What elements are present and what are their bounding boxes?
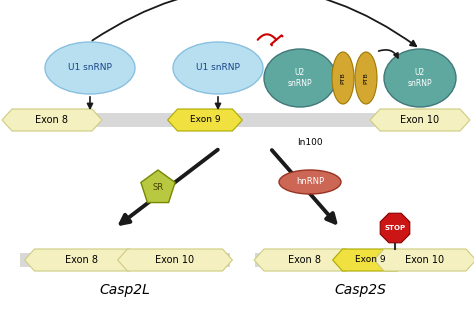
Polygon shape — [370, 109, 470, 131]
Text: hnRNP: hnRNP — [296, 178, 324, 186]
FancyArrowPatch shape — [88, 97, 92, 108]
Text: PTB: PTB — [364, 72, 368, 84]
Text: Casp2S: Casp2S — [334, 283, 386, 297]
Polygon shape — [118, 249, 232, 271]
Text: Exon 8: Exon 8 — [289, 255, 321, 265]
Polygon shape — [380, 213, 410, 243]
Ellipse shape — [264, 49, 336, 107]
Polygon shape — [254, 249, 356, 271]
Bar — [20, 253, 230, 267]
Text: Exon 10: Exon 10 — [401, 115, 439, 125]
Polygon shape — [25, 249, 139, 271]
FancyArrowPatch shape — [92, 0, 416, 46]
Text: Exon 8: Exon 8 — [65, 255, 99, 265]
Polygon shape — [2, 109, 102, 131]
Text: SR: SR — [153, 184, 164, 192]
Text: Exon 9: Exon 9 — [190, 115, 220, 125]
Polygon shape — [374, 249, 474, 271]
Polygon shape — [333, 249, 407, 271]
Text: U2
snRNP: U2 snRNP — [288, 68, 312, 88]
Text: U1 snRNP: U1 snRNP — [196, 63, 240, 73]
Text: Exon 10: Exon 10 — [155, 255, 194, 265]
Bar — [255, 253, 465, 267]
Ellipse shape — [355, 52, 377, 104]
Text: PTB: PTB — [340, 72, 346, 84]
Polygon shape — [141, 170, 175, 203]
Ellipse shape — [332, 52, 354, 104]
Ellipse shape — [45, 42, 135, 94]
Polygon shape — [168, 109, 242, 131]
Text: In100: In100 — [297, 138, 323, 147]
Ellipse shape — [173, 42, 263, 94]
Bar — [10, 113, 464, 127]
FancyArrowPatch shape — [379, 50, 398, 58]
Text: Exon 8: Exon 8 — [36, 115, 69, 125]
Text: U2
snRNP: U2 snRNP — [408, 68, 432, 88]
FancyArrowPatch shape — [216, 97, 220, 108]
Text: U1 snRNP: U1 snRNP — [68, 63, 112, 73]
Text: STOP: STOP — [384, 225, 406, 231]
Text: Exon 10: Exon 10 — [405, 255, 445, 265]
FancyArrowPatch shape — [258, 34, 283, 45]
Text: Casp2L: Casp2L — [100, 283, 150, 297]
Ellipse shape — [279, 170, 341, 194]
Ellipse shape — [384, 49, 456, 107]
Text: Exon 9: Exon 9 — [355, 256, 385, 264]
FancyArrowPatch shape — [272, 150, 335, 223]
FancyArrowPatch shape — [121, 150, 218, 224]
